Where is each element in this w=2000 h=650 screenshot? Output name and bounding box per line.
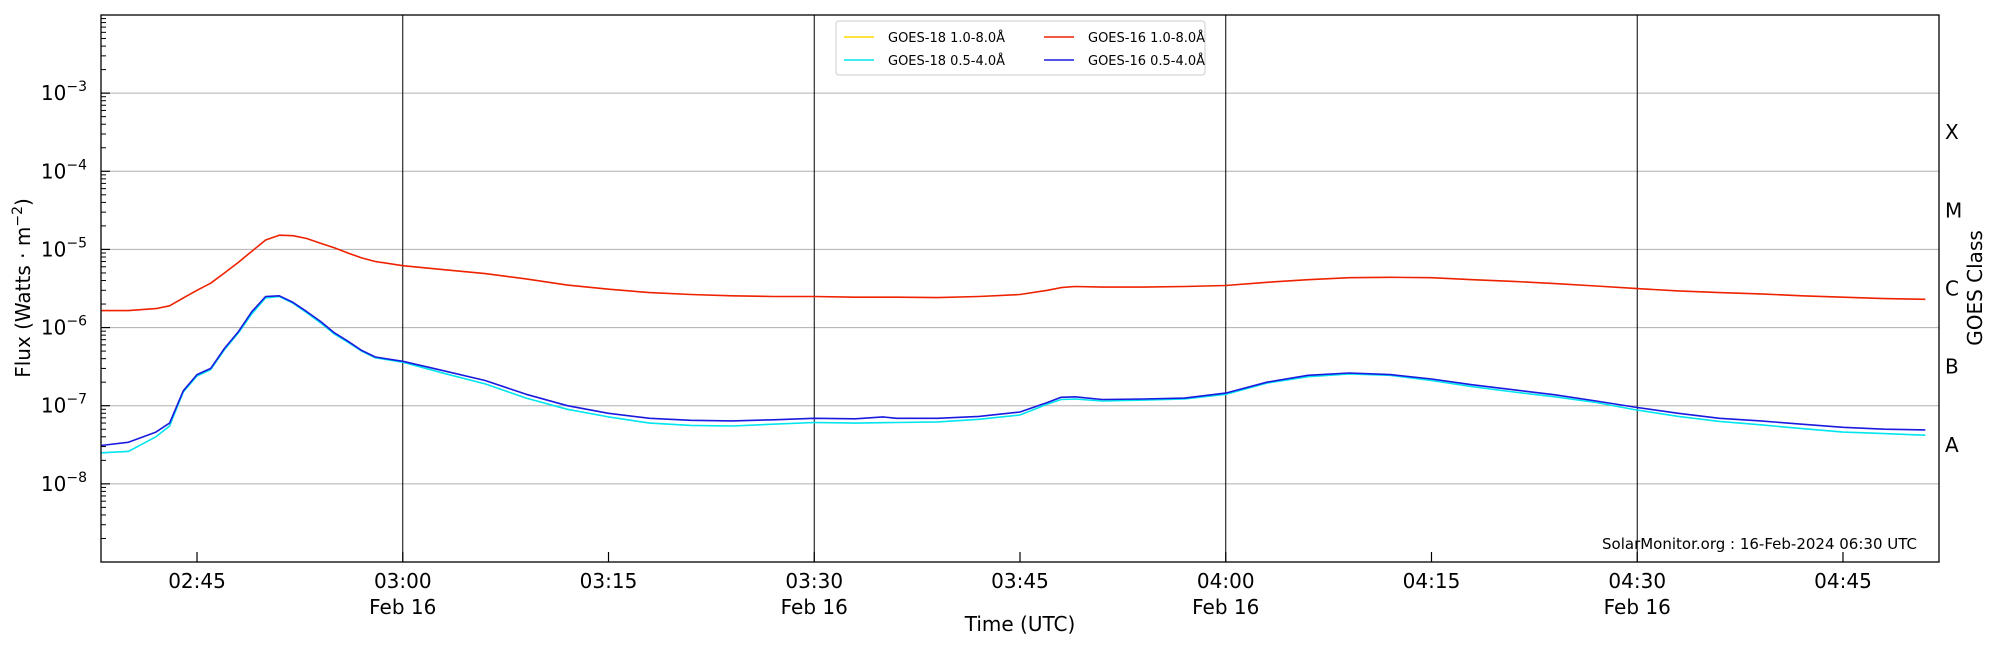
goes-class-axis-title: GOES Class	[1963, 230, 1987, 346]
legend-label: GOES-16 1.0-8.0Å	[1088, 30, 1205, 46]
legend-label: GOES-18 0.5-4.0Å	[888, 53, 1005, 69]
x-tick-label: 03:45	[991, 569, 1049, 593]
y-tick-base: 10	[41, 159, 66, 183]
y-tick-exponent: −7	[66, 392, 87, 408]
y-axis-title: Flux (Watts · m−2)	[10, 198, 35, 378]
goes-class-label: X	[1945, 120, 1959, 144]
x-tick-label: 03:15	[580, 569, 638, 593]
y-tick-base: 10	[41, 237, 66, 261]
y-axis-title-close: )	[11, 198, 35, 206]
y-tick-base: 10	[41, 472, 66, 496]
y-tick-base: 10	[41, 316, 66, 340]
y-tick-label: 10−5	[41, 235, 87, 261]
series-line-2	[101, 234, 1926, 312]
grid	[101, 92, 1939, 485]
y-tick-exponent: −4	[66, 157, 87, 173]
y-tick-base: 10	[41, 81, 66, 105]
y-axis-title-main: Flux (Watts · m	[11, 227, 35, 378]
x-tick-label: 04:00	[1197, 569, 1255, 593]
y-tick-base: 10	[41, 394, 66, 418]
goes-class-label: C	[1945, 277, 1959, 301]
series-lines	[100, 234, 1926, 454]
x-tick-label: 03:00	[374, 569, 432, 593]
x-tick-label: 02:45	[168, 569, 226, 593]
y-tick-exponent: −3	[66, 79, 87, 95]
y-tick-exponent: −5	[66, 235, 87, 251]
legend-label: GOES-16 0.5-4.0Å	[1088, 53, 1205, 69]
x-tick-date-label: Feb 16	[1192, 595, 1259, 619]
y-tick-label: 10−3	[41, 79, 87, 105]
x-tick-date-label: Feb 16	[1604, 595, 1671, 619]
y-tick-label: 10−8	[41, 470, 87, 496]
goes-class-label: B	[1945, 355, 1959, 379]
series-line-3	[100, 295, 1926, 454]
y-tick-exponent: −8	[66, 470, 87, 486]
x-tick-label: 03:30	[785, 569, 843, 593]
credit-text: SolarMonitor.org : 16-Feb-2024 06:30 UTC	[1602, 535, 1917, 553]
y-tick-label: 10−6	[41, 314, 87, 340]
legend-label: GOES-18 1.0-8.0Å	[888, 30, 1005, 46]
y-tick-exponent: −6	[66, 314, 87, 330]
x-tick-date-label: Feb 16	[781, 595, 848, 619]
x-tick-label: 04:45	[1814, 569, 1872, 593]
x-tick-label: 04:30	[1608, 569, 1666, 593]
y-axis-title-exponent: −2	[10, 206, 26, 227]
x-tick-label: 04:15	[1403, 569, 1461, 593]
y-tick-label: 10−7	[41, 392, 87, 418]
legend-box	[835, 20, 1206, 76]
series-line-4	[100, 295, 1926, 447]
x-axis-title: Time (UTC)	[964, 612, 1076, 636]
x-tick-date-label: Feb 16	[369, 595, 436, 619]
goes-class-label: M	[1945, 198, 1962, 222]
legend: GOES-18 1.0-8.0Å GOES-18 0.5-4.0Å GOES-16 …	[835, 20, 1206, 76]
y-tick-label: 10−4	[41, 157, 87, 183]
goes-class-label: A	[1945, 433, 1959, 457]
